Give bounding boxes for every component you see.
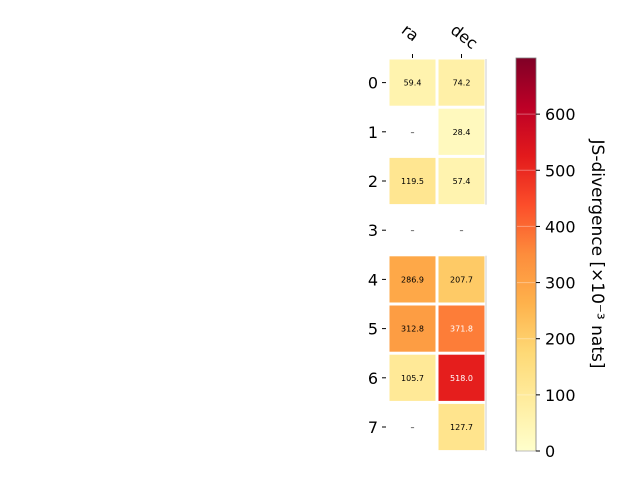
colorbar-tick-label-300: 300 <box>545 274 576 293</box>
row-label-0: 0 <box>368 74 378 93</box>
row-label-7: 7 <box>368 418 378 437</box>
cell-label-4-ra: 286.9 <box>401 275 424 284</box>
cell-label-3-ra: – <box>411 226 415 235</box>
heatmap-cell-7-dec <box>438 403 485 451</box>
heatmap-cell-1-dec <box>438 108 485 155</box>
heatmap-cell-0-ra <box>389 59 436 106</box>
heatmap-cell-5-ra <box>389 305 436 352</box>
colorbar-tick-label-100: 100 <box>545 386 576 405</box>
colorbar-ticks: 0 100 200 300 400 500 600 <box>517 105 576 461</box>
colorbar-tick-label-500: 500 <box>545 161 576 180</box>
cell-label-7-ra: – <box>411 423 415 432</box>
heatmap-cell-6-dec <box>438 354 485 401</box>
cell-label-4-dec: 207.7 <box>450 275 473 284</box>
col-label-ra: ra <box>398 20 423 45</box>
row-label-2: 2 <box>368 172 378 191</box>
col-label-dec: dec <box>447 20 481 53</box>
row-label-6: 6 <box>368 369 378 388</box>
cell-label-7-dec: 127.7 <box>450 423 473 432</box>
row-label-5: 5 <box>368 320 378 339</box>
cell-label-1-ra: – <box>411 128 415 137</box>
colorbar-label: JS-divergence [×10⁻³ nats] <box>587 139 607 369</box>
cell-label-2-dec: 57.4 <box>453 177 471 186</box>
cell-label-6-ra: 105.7 <box>401 374 424 383</box>
colorbar-tick-label-200: 200 <box>545 330 576 349</box>
colorbar-tick-label-600: 600 <box>545 105 576 124</box>
cell-label-5-dec: 371.8 <box>450 325 473 334</box>
heatmap-cell-4-ra <box>389 256 436 303</box>
heatmap-cell-5-dec <box>438 305 485 352</box>
colorbar-gradient <box>515 57 537 452</box>
cell-label-0-dec: 74.2 <box>453 79 471 88</box>
cell-label-2-ra: 119.5 <box>401 177 424 186</box>
heatmap-cell-4-dec <box>438 256 485 303</box>
colorbar-tick-label-0: 0 <box>545 442 555 461</box>
heatmap-cell-2-dec <box>438 157 485 205</box>
cell-label-1-dec: 28.4 <box>453 128 471 137</box>
heatmap-cell-2-ra <box>389 157 436 205</box>
cell-label-3-dec: – <box>460 226 464 235</box>
cell-label-5-ra: 312.8 <box>401 325 424 334</box>
colorbar-tick-label-400: 400 <box>545 217 576 236</box>
colorbar: 0 100 200 300 400 500 600 JS-divergence [×10⁻³… <box>515 57 607 461</box>
heatmap-cell-6-ra <box>389 354 436 401</box>
cell-label-0-ra: 59.4 <box>404 79 422 88</box>
row-label-3: 3 <box>368 221 378 240</box>
cell-label-6-dec: 518.0 <box>450 374 473 383</box>
row-label-1: 1 <box>368 123 378 142</box>
row-label-4: 4 <box>368 270 378 289</box>
heatmap-cell-0-dec <box>438 59 485 106</box>
heatmap-cells: 59.4 74.2 – 28.4 119.5 57.4 – – 286.9 207.7 312.8 3… <box>389 59 485 451</box>
